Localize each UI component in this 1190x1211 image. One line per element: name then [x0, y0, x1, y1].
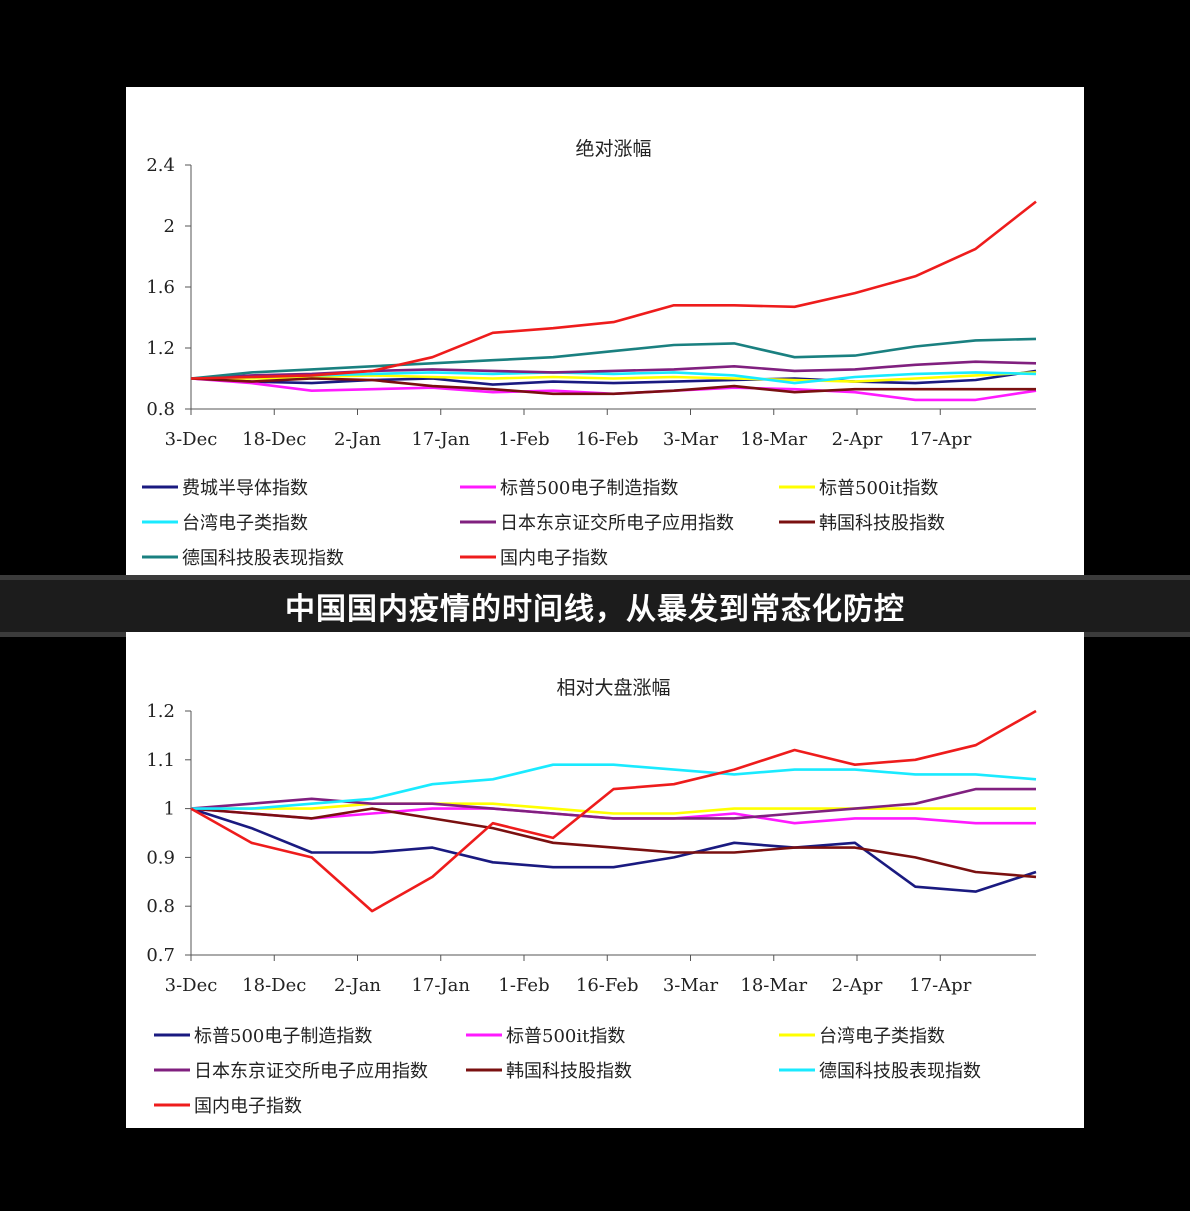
x-tick-label: 1-Feb — [498, 975, 549, 996]
y-tick-label: 0.8 — [146, 399, 175, 420]
y-tick-label: 2.4 — [146, 155, 175, 176]
chart-title: 绝对涨幅 — [575, 138, 651, 160]
legend-label: 韩国科技股指数 — [506, 1061, 632, 1082]
legend-item: 费城半导体指数 — [142, 478, 308, 499]
legend-label: 台湾电子类指数 — [182, 513, 308, 534]
legend-item: 国内电子指数 — [460, 548, 608, 569]
legend-label: 标普500it指数 — [506, 1026, 625, 1047]
x-tick-label: 2-Jan — [334, 975, 381, 996]
series-line — [191, 802, 1036, 815]
legend-label: 国内电子指数 — [500, 548, 608, 569]
legend-label: 标普500it指数 — [819, 478, 938, 499]
legend-label: 台湾电子类指数 — [819, 1026, 945, 1047]
series-line — [190, 709, 1037, 913]
series-line — [191, 371, 1037, 383]
legend-item: 日本东京证交所电子应用指数 — [154, 1061, 428, 1082]
y-tick-label: 1.6 — [146, 277, 175, 298]
x-tick-label: 1-Feb — [498, 429, 549, 450]
y-tick-label: 0.9 — [146, 847, 175, 868]
x-tick-label: 17-Jan — [411, 429, 470, 450]
legend-item: 标普500it指数 — [466, 1026, 625, 1047]
legend-label: 德国科技股表现指数 — [819, 1061, 981, 1082]
x-tick-label: 17-Apr — [909, 429, 972, 450]
legend-label: 日本东京证交所电子应用指数 — [194, 1061, 428, 1082]
x-tick-label: 18-Mar — [740, 975, 807, 996]
legend-label: 国内电子指数 — [194, 1096, 302, 1117]
x-tick-label: 16-Feb — [576, 429, 639, 450]
legend-item: 韩国科技股指数 — [779, 513, 945, 534]
legend-item: 国内电子指数 — [154, 1096, 302, 1117]
legend-item: 标普500电子制造指数 — [154, 1026, 372, 1047]
legend-item: 韩国科技股指数 — [466, 1061, 632, 1082]
y-tick-label: 0.8 — [146, 896, 175, 917]
legend-label: 德国科技股表现指数 — [182, 548, 344, 569]
x-tick-label: 3-Mar — [663, 975, 719, 996]
legend-item: 德国科技股表现指数 — [779, 1061, 981, 1082]
x-tick-label: 17-Apr — [909, 975, 972, 996]
y-tick-label: 1.1 — [146, 750, 175, 771]
relative-gain-chart: 相对大盘涨幅 0.7 0.8 0.9 1 1.1 1.2 3-Dec 18-Dec 2-Jan 17… — [146, 677, 1037, 1117]
absolute-gain-chart: 绝对涨幅 0.8 1.2 1.6 2 2.4 3-Dec 18-Dec 2-Jan 17-Jan 1… — [142, 138, 1037, 569]
x-tick-label: 18-Dec — [242, 975, 306, 996]
legend-item: 标普500电子制造指数 — [460, 478, 678, 499]
legend-label: 标普500电子制造指数 — [194, 1026, 372, 1047]
x-tick-label: 3-Dec — [165, 429, 218, 450]
series-line — [190, 377, 1036, 396]
legend-label: 韩国科技股指数 — [819, 513, 945, 534]
y-tick-label: 2 — [164, 216, 175, 237]
title-banner: 中国国内疫情的时间线，从暴发到常态化防控 — [0, 575, 1190, 637]
x-tick-label: 17-Jan — [411, 975, 470, 996]
series-line — [190, 369, 1037, 386]
series-line — [190, 807, 1036, 825]
legend-label: 标普500电子制造指数 — [500, 478, 678, 499]
series-line — [190, 807, 1037, 893]
y-tick-label: 1.2 — [146, 338, 175, 359]
x-tick-label: 2-Jan — [334, 429, 381, 450]
series-line — [190, 337, 1037, 380]
legend-item: 台湾电子类指数 — [142, 513, 308, 534]
x-tick-label: 2-Apr — [832, 429, 883, 450]
chart-panel-relative: 相对大盘涨幅 0.7 0.8 0.9 1 1.1 1.2 3-Dec 18-Dec 2-Jan 17… — [126, 632, 1084, 1128]
legend-label: 日本东京证交所电子应用指数 — [500, 513, 734, 534]
series-line — [190, 787, 1036, 820]
series-line — [190, 807, 1037, 879]
chart-panel-absolute: 绝对涨幅 0.8 1.2 1.6 2 2.4 3-Dec 18-Dec 2-Jan 17-Jan 1… — [126, 87, 1084, 587]
legend-item: 标普500it指数 — [779, 478, 938, 499]
y-tick-label: 0.7 — [146, 945, 175, 966]
x-tick-label: 2-Apr — [832, 975, 883, 996]
x-tick-label: 3-Dec — [165, 975, 218, 996]
legend-item: 台湾电子类指数 — [779, 1026, 945, 1047]
x-tick-label: 16-Feb — [576, 975, 639, 996]
series-line — [191, 763, 1037, 810]
banner-title: 中国国内疫情的时间线，从暴发到常态化防控 — [285, 592, 905, 627]
x-tick-label: 18-Dec — [242, 429, 306, 450]
chart-title: 相对大盘涨幅 — [556, 677, 670, 699]
y-tick-label: 1 — [164, 799, 175, 820]
series-line — [190, 200, 1037, 380]
legend-item: 德国科技股表现指数 — [142, 548, 344, 569]
x-tick-label: 18-Mar — [740, 429, 807, 450]
legend-item: 日本东京证交所电子应用指数 — [460, 513, 734, 534]
y-tick-label: 1.2 — [146, 701, 175, 722]
legend-label: 费城半导体指数 — [182, 478, 308, 499]
x-tick-label: 3-Mar — [663, 429, 719, 450]
